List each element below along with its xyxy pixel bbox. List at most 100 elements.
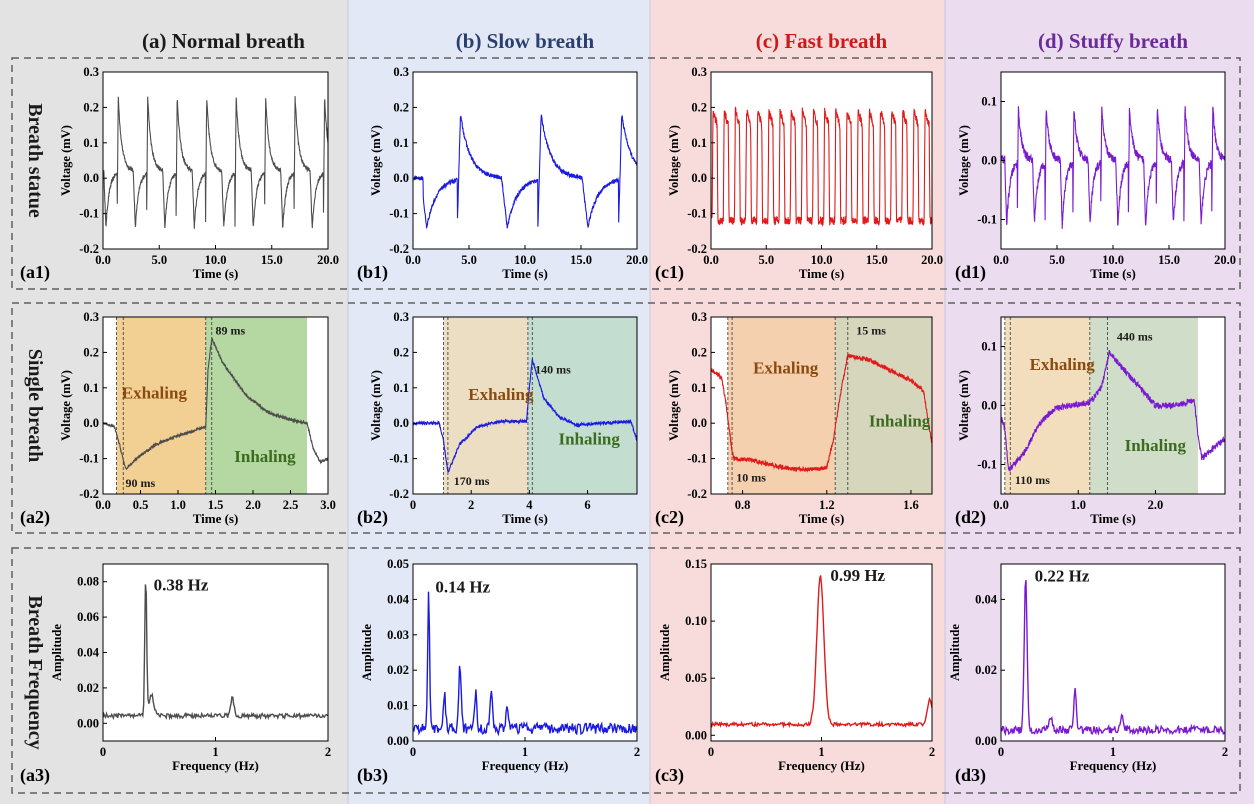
y-tick-label: 0.2 [393, 345, 409, 359]
x-tick-label: 15.0 [866, 253, 888, 267]
column-title-d: (d) Stuffy breath [1038, 29, 1188, 53]
annotation-label: 110 ms [1015, 473, 1050, 487]
y-axis-label: Voltage (mV) [667, 370, 681, 441]
x-tick-label: 0.8 [735, 498, 751, 512]
chart-panel-c1: 0.0 5.0 10.0 15.0 20.0 -0.2 -0.1 0.0 0.1 0.2 0.3 Ti… [655, 65, 943, 283]
y-tick-label: 0.1 [981, 340, 997, 354]
series-line-a3 [103, 584, 328, 721]
series-line-c1 [711, 106, 932, 227]
panel-label: (b1) [357, 262, 388, 283]
x-tick-label: 0.0 [703, 253, 719, 267]
x-tick-label: 2.0 [1148, 498, 1164, 512]
x-tick-label: 2.0 [245, 498, 261, 512]
y-tick-label: 0.1 [691, 136, 707, 150]
y-tick-label: -0.1 [79, 452, 99, 466]
y-tick-label: 0.3 [393, 65, 409, 79]
x-tick-label: 0.0 [993, 498, 1009, 512]
panel-label: (c2) [655, 507, 684, 528]
chart-panel-a3: 0 1 2 0.00 0.02 0.04 0.06 0.08 Frequency (Hz) Amp… [20, 563, 331, 786]
y-axis-label: Voltage (mV) [59, 370, 73, 441]
x-axis-label: Time (s) [799, 266, 845, 281]
y-tick-label: 0.05 [685, 671, 707, 685]
y-axis-label: Amplitude [360, 624, 374, 681]
y-tick-label: 0.10 [685, 614, 707, 628]
y-tick-label: 0.01 [387, 699, 409, 713]
series-line-a2 [103, 337, 328, 471]
y-axis-label: Amplitude [50, 624, 64, 681]
axes-frame [710, 316, 933, 495]
x-axis-label: Time (s) [1090, 511, 1136, 526]
y-tick-label: 0.2 [691, 345, 707, 359]
x-tick-label: 0 [410, 498, 416, 512]
plot-area [103, 564, 328, 741]
x-axis-label: Time (s) [502, 266, 548, 281]
x-tick-label: 3.0 [320, 498, 336, 512]
x-tick-label: 1.2 [819, 498, 835, 512]
chart-panel-c2: 0.8 1.2 1.6 -0.2 -0.1 0.0 0.1 0.2 0.3 Time (s) Vol… [655, 310, 933, 528]
chart-panel-a1: 0.0 5.0 10.0 15.0 20.0 -0.2 -0.1 0.0 0.1 0.2 0.3 Ti… [20, 65, 339, 283]
peak-frequency-label: 0.38 Hz [154, 576, 209, 595]
y-tick-label: 0.08 [77, 575, 99, 589]
y-tick-label: 0.3 [691, 310, 707, 324]
row-label-r3: Breath Frequency [24, 595, 46, 749]
x-tick-label: 2.5 [283, 498, 299, 512]
annotation-label: 140 ms [535, 363, 571, 377]
chart-panel-a2: 0.0 0.5 1.0 1.5 2.0 2.5 3.0 -0.2 -0.1 0.0 0.1 0.2 0.… [20, 310, 336, 528]
x-tick-label: 15.0 [261, 253, 283, 267]
peak-frequency-label: 0.14 Hz [435, 577, 490, 596]
y-tick-label: 0.04 [975, 592, 998, 606]
annotation-label: Inhaling [234, 447, 296, 466]
series-line-b3 [413, 591, 637, 737]
y-tick-label: -0.2 [687, 242, 707, 256]
annotation-label: 89 ms [216, 324, 246, 338]
series-line-d2 [1001, 349, 1225, 472]
x-tick-label: 6 [584, 498, 590, 512]
y-tick-label: 0.1 [83, 136, 99, 150]
x-tick-label: 0.0 [95, 498, 111, 512]
y-tick-label: 0.1 [981, 95, 997, 109]
annotation-label: Inhaling [869, 412, 931, 431]
y-tick-label: -0.2 [79, 487, 99, 501]
x-tick-label: 5.0 [461, 253, 477, 267]
y-tick-label: -0.1 [389, 207, 409, 221]
y-axis-label: Voltage (mV) [369, 370, 383, 441]
chart-panel-d2: 0.0 1.0 2.0 -0.1 0.0 0.1 Time (s) Voltage (mV) E… [955, 316, 1226, 528]
x-tick-label: 10.0 [811, 253, 833, 267]
series-line-d1 [1001, 106, 1225, 229]
y-tick-label: 0.04 [387, 592, 410, 606]
panel-label: (b2) [357, 507, 388, 528]
x-tick-label: 1 [212, 745, 218, 759]
y-axis-label: Voltage (mV) [667, 125, 681, 196]
y-tick-label: 0.03 [387, 628, 409, 642]
region-exhaling [116, 317, 206, 494]
x-tick-label: 20.0 [921, 253, 943, 267]
y-tick-label: -0.2 [389, 487, 409, 501]
chart-panel-b1: 0.0 5.0 10.0 15.0 20.0 -0.2 -0.1 0.0 0.1 0.2 0.3 Ti… [357, 65, 648, 283]
series-line-d3 [1001, 580, 1225, 737]
y-tick-label: 0.02 [387, 663, 409, 677]
y-tick-label: 0.15 [685, 557, 707, 571]
x-tick-label: 20.0 [626, 253, 648, 267]
x-tick-label: 10.0 [514, 253, 536, 267]
annotation-label: Exhaling [753, 359, 819, 378]
x-tick-label: 15.0 [1158, 253, 1180, 267]
panel-label: (d1) [955, 262, 986, 283]
x-tick-label: 0 [410, 745, 416, 759]
series-line-c3 [711, 575, 932, 729]
x-tick-label: 1.0 [1070, 498, 1086, 512]
region-inhaling [835, 317, 932, 494]
y-tick-label: 0.0 [691, 416, 707, 430]
x-tick-label: 2 [1222, 745, 1228, 759]
x-tick-label: 2 [468, 498, 474, 512]
y-tick-label: 0.05 [387, 557, 409, 571]
x-tick-label: 0.0 [95, 253, 111, 267]
x-tick-label: 5.0 [151, 253, 167, 267]
y-tick-label: 0.0 [691, 171, 707, 185]
y-tick-label: 0.06 [77, 610, 99, 624]
series-line-b1 [413, 114, 637, 230]
region-inhaling [527, 317, 637, 494]
x-axis-label: Frequency (Hz) [482, 758, 569, 773]
x-tick-label: 0 [708, 745, 714, 759]
y-tick-label: -0.2 [389, 242, 409, 256]
y-axis-label: Voltage (mV) [59, 125, 73, 196]
